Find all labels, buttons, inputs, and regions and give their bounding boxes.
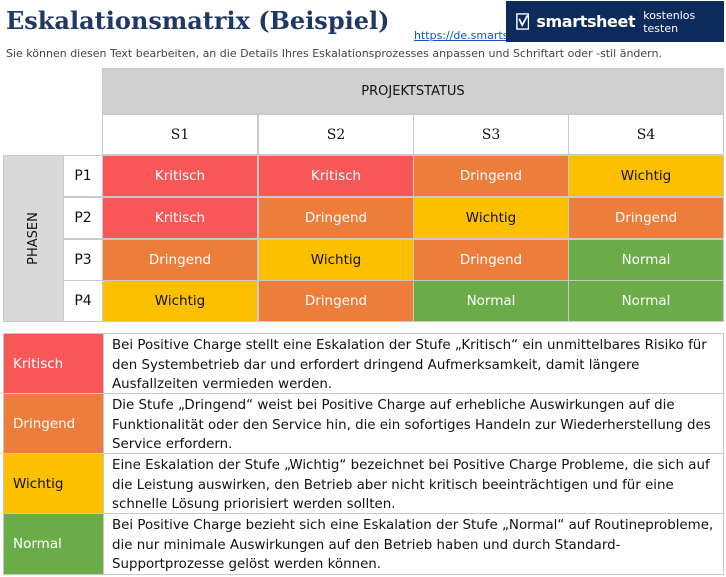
- matrix-cell-p3-s2: Wichtig: [258, 239, 414, 281]
- column-header-s1: S1: [102, 114, 258, 155]
- legend-description-dringend: Die Stufe „Dringend“ weist bei Positive …: [104, 394, 723, 453]
- legend-label-dringend: Dringend: [4, 394, 104, 453]
- row-header-p2: P2: [63, 197, 103, 239]
- column-header-s2: S2: [258, 114, 414, 155]
- matrix-cell-p3-s4: Normal: [568, 239, 724, 281]
- matrix-cell-p1-s1: Kritisch: [102, 155, 258, 197]
- legend-label-normal: Normal: [4, 514, 104, 574]
- page-subtitle: Sie können diesen Text bearbeiten, an di…: [6, 47, 662, 60]
- matrix-cell-p4-s1: Wichtig: [102, 280, 258, 322]
- phases-label-text: PHASEN: [25, 212, 41, 265]
- legend-description-normal: Bei Positive Charge bezieht sich eine Es…: [104, 514, 723, 574]
- legend-description-wichtig: Eine Eskalation der Stufe „Wichtig“ beze…: [104, 454, 723, 513]
- page-title: Eskalationsmatrix (Beispiel): [6, 6, 390, 35]
- smartsheet-logo-icon: [516, 13, 530, 30]
- project-status-header: PROJEKTSTATUS: [102, 68, 724, 114]
- legend-row-dringend: Dringend Die Stufe „Dringend“ weist bei …: [3, 393, 724, 454]
- free-trial-cta: kostenlos testen: [643, 8, 696, 35]
- matrix-cell-p1-s4: Wichtig: [568, 155, 724, 197]
- legend-row-kritisch: Kritisch Bei Positive Charge stellt eine…: [3, 333, 724, 394]
- legend-row-wichtig: Wichtig Eine Eskalation der Stufe „Wicht…: [3, 453, 724, 514]
- phases-label: PHASEN: [3, 155, 64, 322]
- matrix-cell-p2-s3: Wichtig: [413, 197, 569, 239]
- matrix-cell-p3-s3: Dringend: [413, 239, 569, 281]
- smartsheet-link[interactable]: https://de.smartsheet.com: [414, 29, 510, 42]
- column-header-s4: S4: [568, 114, 724, 155]
- matrix-cell-p2-s2: Dringend: [258, 197, 414, 239]
- matrix-cell-p1-s3: Dringend: [413, 155, 569, 197]
- matrix-cell-p1-s2: Kritisch: [258, 155, 414, 197]
- matrix-cell-p4-s2: Dringend: [258, 280, 414, 322]
- matrix-cell-p2-s4: Dringend: [568, 197, 724, 239]
- legend-description-kritisch: Bei Positive Charge stellt eine Eskalati…: [104, 334, 723, 393]
- matrix-cell-p4-s3: Normal: [413, 280, 569, 322]
- row-header-p1: P1: [63, 155, 103, 197]
- brand-name: smartsheet: [536, 12, 636, 31]
- legend-label-kritisch: Kritisch: [4, 334, 104, 393]
- legend-row-normal: Normal Bei Positive Charge bezieht sich …: [3, 513, 724, 575]
- column-header-s3: S3: [413, 114, 569, 155]
- matrix-cell-p4-s4: Normal: [568, 280, 724, 322]
- row-header-p4: P4: [63, 280, 103, 322]
- matrix-cell-p3-s1: Dringend: [102, 239, 258, 281]
- matrix-cell-p2-s1: Kritisch: [102, 197, 258, 239]
- row-header-p3: P3: [63, 239, 103, 281]
- legend-label-wichtig: Wichtig: [4, 454, 104, 513]
- smartsheet-banner[interactable]: smartsheet kostenlos testen: [506, 1, 724, 42]
